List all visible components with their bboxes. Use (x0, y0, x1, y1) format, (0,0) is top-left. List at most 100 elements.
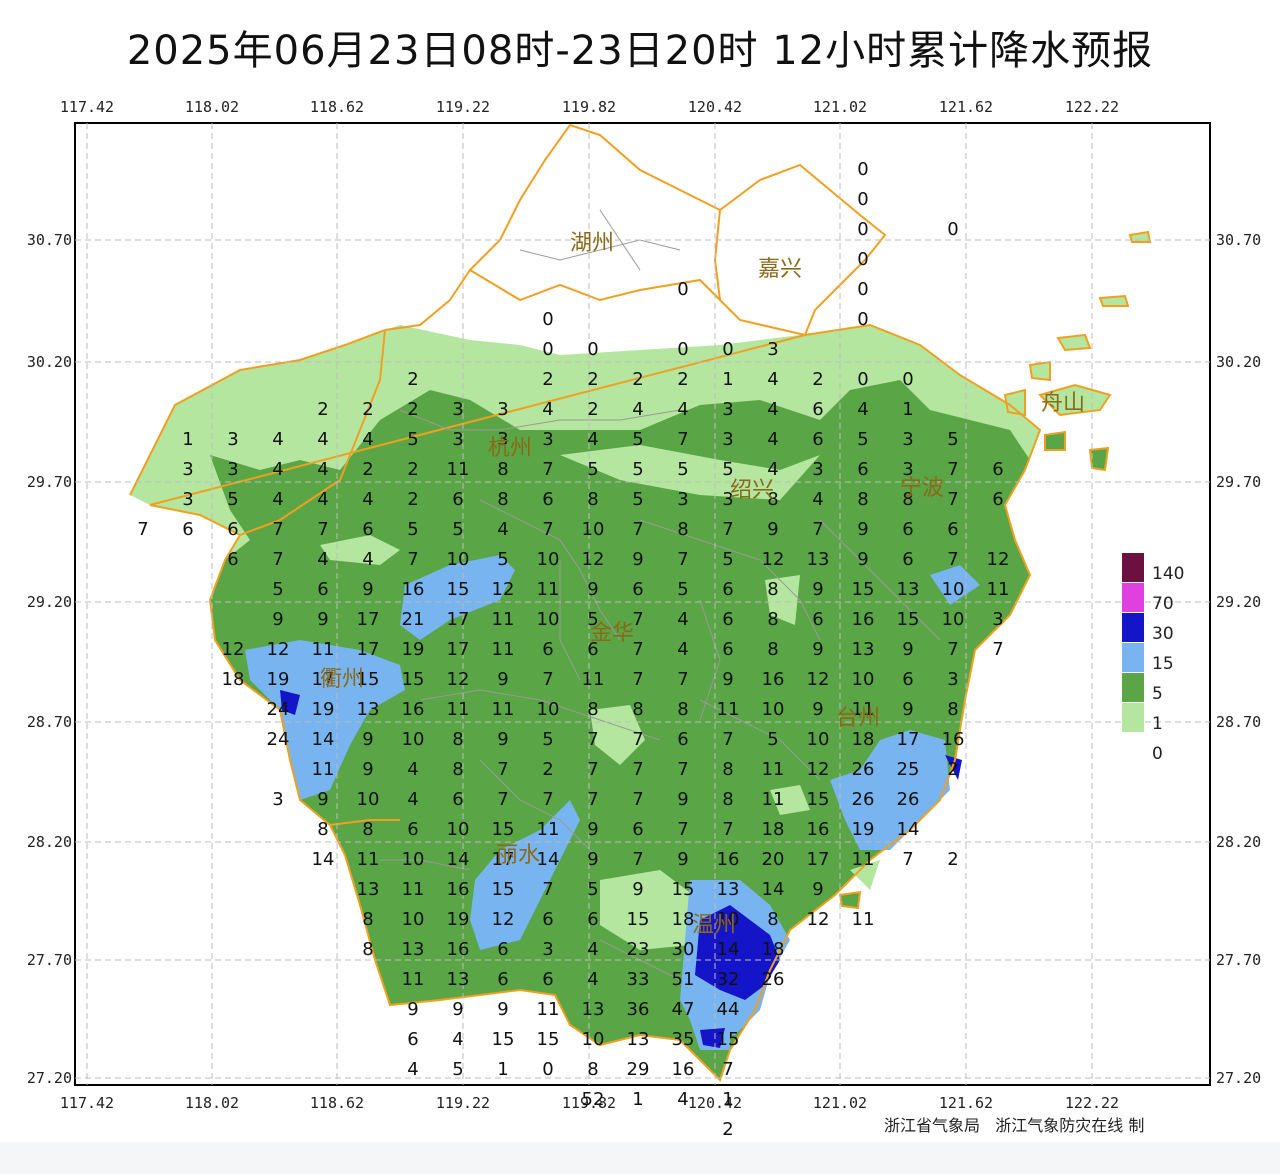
precip-value: 10 (447, 549, 470, 570)
precip-value: 0 (587, 339, 598, 360)
precip-value: 6 (497, 969, 508, 990)
island (1098, 294, 1130, 307)
precip-value: 16 (402, 699, 425, 720)
precip-value: 7 (902, 849, 913, 870)
precip-value: 2 (407, 399, 418, 420)
precip-value: 7 (407, 549, 418, 570)
precip-value: 5 (407, 519, 418, 540)
precip-value: 7 (587, 789, 598, 810)
precip-value: 8 (947, 699, 958, 720)
precip-value: 17 (357, 609, 380, 630)
precip-value: 13 (357, 699, 380, 720)
precip-value: 7 (947, 639, 958, 660)
precip-value: 4 (362, 549, 373, 570)
precip-value: 8 (902, 489, 913, 510)
precip-value: 7 (722, 1059, 733, 1080)
precip-value: 12 (222, 639, 245, 660)
lon-tick-bottom: 117.42 (60, 1094, 114, 1112)
precip-value: 0 (857, 279, 868, 300)
precip-value: 4 (272, 459, 283, 480)
lon-tick-top: 119.82 (562, 98, 616, 116)
precip-value: 35 (672, 1029, 695, 1050)
precip-value: 15 (852, 579, 875, 600)
precip-value: 3 (272, 789, 283, 810)
precip-value: 12 (807, 909, 830, 930)
precip-value: 6 (902, 549, 913, 570)
precip-value: 8 (722, 789, 733, 810)
precip-value: 26 (852, 759, 875, 780)
precip-value: 7 (542, 669, 553, 690)
precip-value: 0 (722, 339, 733, 360)
precip-value: 9 (497, 729, 508, 750)
precip-value: 9 (317, 609, 328, 630)
precip-value: 8 (452, 759, 463, 780)
precip-value: 7 (632, 759, 643, 780)
lat-tick-right: 29.70 (1216, 473, 1261, 491)
precip-value: 33 (627, 969, 650, 990)
precip-value: 7 (632, 789, 643, 810)
precip-value: 6 (407, 819, 418, 840)
precip-value: 11 (537, 819, 560, 840)
precip-value: 2 (317, 399, 328, 420)
precip-value: 16 (762, 669, 785, 690)
precip-value: 4 (587, 969, 598, 990)
precip-value: 11 (492, 639, 515, 660)
city-label: 绍兴 (730, 478, 774, 503)
precip-value: 3 (542, 939, 553, 960)
precip-value: 6 (182, 519, 193, 540)
precip-value: 10 (447, 819, 470, 840)
precip-value: 9 (272, 609, 283, 630)
precip-value: 9 (767, 519, 778, 540)
precip-value: 10 (717, 909, 740, 930)
precip-value: 5 (587, 609, 598, 630)
precip-value: 9 (587, 579, 598, 600)
axis-ticks: 117.42 117.42 118.02 118.02 118.62 118.62 119.… (27, 98, 1261, 1112)
island (1028, 360, 1051, 382)
precip-value: 5 (767, 729, 778, 750)
precip-value: 10 (402, 849, 425, 870)
precip-value: 0 (902, 369, 913, 390)
precip-value: 6 (587, 909, 598, 930)
precip-value: 7 (317, 519, 328, 540)
precip-value: 1 (722, 1089, 733, 1110)
island (1003, 388, 1026, 417)
precip-value: 8 (767, 579, 778, 600)
precip-value: 2 (407, 459, 418, 480)
precip-value: 8 (767, 609, 778, 630)
precip-value: 10 (402, 909, 425, 930)
precip-value: 3 (542, 429, 553, 450)
precip-value: 23 (627, 939, 650, 960)
precip-value: 6 (542, 969, 553, 990)
precip-value: 11 (717, 699, 740, 720)
precip-value: 13 (582, 999, 605, 1020)
lon-tick-top: 120.42 (688, 98, 742, 116)
precip-value: 4 (407, 759, 418, 780)
precip-value: 19 (312, 699, 335, 720)
precip-value: 7 (272, 549, 283, 570)
precip-value: 17 (357, 639, 380, 660)
precip-value: 51 (672, 969, 695, 990)
precip-value: 6 (362, 519, 373, 540)
precip-value: 11 (312, 639, 335, 660)
precip-value: 6 (587, 639, 598, 660)
precip-value: 6 (812, 399, 823, 420)
lat-tick-right: 27.70 (1216, 951, 1261, 969)
precip-value: 9 (632, 879, 643, 900)
precip-value: 4 (677, 639, 688, 660)
precip-value: 9 (812, 579, 823, 600)
precip-value: 7 (542, 789, 553, 810)
precip-value: 4 (362, 429, 373, 450)
precip-value: 10 (582, 519, 605, 540)
precip-value: 8 (587, 699, 598, 720)
lat-lon-grid (75, 123, 1210, 1085)
precip-value: 11 (312, 759, 335, 780)
precip-value: 9 (857, 549, 868, 570)
precip-value: 7 (542, 879, 553, 900)
precip-value: 0 (857, 219, 868, 240)
precip-value: 6 (317, 579, 328, 600)
precip-value: 0 (857, 159, 868, 180)
precip-value: 8 (677, 519, 688, 540)
north-region-outline (384, 123, 887, 336)
precip-value: 21 (402, 609, 425, 630)
precip-value: 5 (632, 489, 643, 510)
